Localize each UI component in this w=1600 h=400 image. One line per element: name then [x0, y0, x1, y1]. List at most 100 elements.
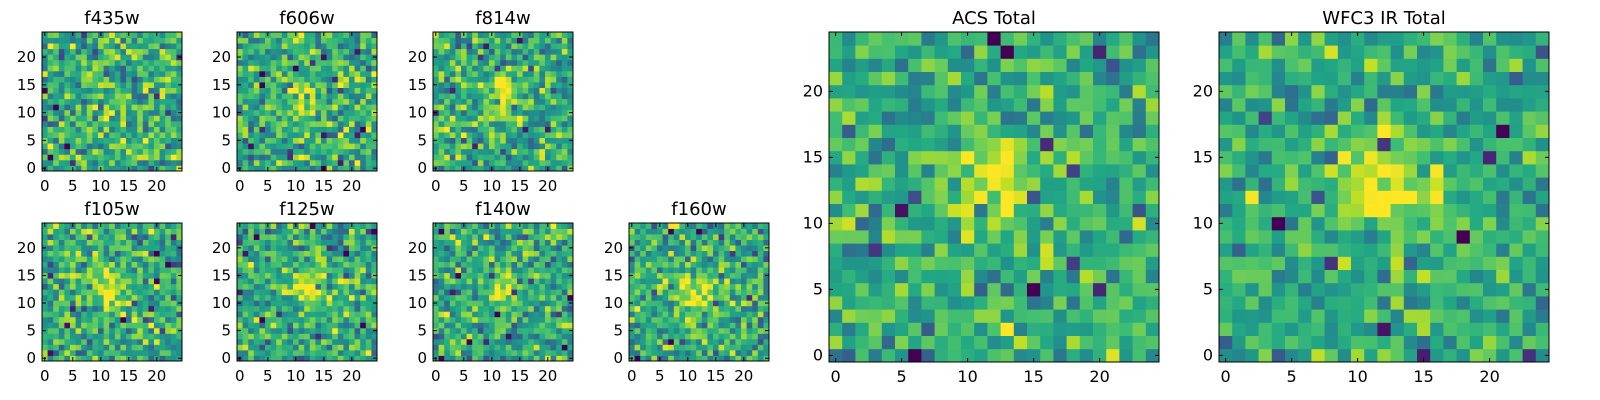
heatmap-cell — [690, 327, 697, 334]
heatmap-cell — [237, 311, 243, 318]
heatmap-cell — [934, 269, 949, 284]
heatmap-cell — [934, 243, 949, 257]
heatmap-cell — [668, 283, 675, 290]
heatmap-cell — [881, 309, 896, 323]
heatmap-cell — [53, 289, 60, 296]
heatmap-cell — [309, 32, 316, 38]
heatmap-cell — [176, 316, 183, 323]
heatmap-cell — [517, 132, 523, 139]
heatmap-cell — [662, 311, 669, 318]
heatmap-cell — [109, 327, 116, 334]
heatmap-cell — [253, 267, 260, 274]
heatmap-cell — [517, 137, 523, 144]
heatmap-cell — [64, 267, 71, 274]
heatmap-cell — [528, 316, 535, 323]
heatmap-cell — [98, 98, 104, 105]
heatmap-cell — [895, 190, 909, 204]
heatmap-cell — [137, 305, 144, 312]
heatmap-cell — [433, 344, 439, 351]
heatmap-cell — [265, 98, 271, 105]
heatmap-cell — [696, 245, 703, 251]
heatmap-cell — [64, 322, 71, 329]
heatmap-cell — [438, 256, 445, 263]
heatmap-cell — [713, 338, 719, 345]
heatmap-cell — [662, 338, 669, 345]
heatmap-cell — [365, 278, 372, 285]
heatmap-cell — [293, 234, 299, 240]
heatmap-cell — [298, 256, 305, 263]
heatmap-cell — [281, 278, 288, 285]
heatmap-cell — [483, 355, 490, 362]
heatmap-cell — [511, 234, 518, 240]
heatmap-cell — [668, 223, 675, 229]
heatmap-cell — [472, 239, 479, 246]
heatmap-cell — [433, 43, 439, 50]
heatmap-cell — [472, 272, 479, 279]
heatmap-cell — [438, 148, 445, 155]
heatmap-cell — [148, 132, 155, 139]
heatmap-cell — [438, 48, 445, 55]
heatmap-cell — [242, 278, 249, 285]
heatmap-cell — [281, 37, 288, 44]
heatmap-cell — [81, 37, 88, 44]
heatmap-cell — [326, 223, 333, 229]
heatmap-cell — [528, 349, 535, 356]
heatmap-cell — [701, 294, 708, 301]
heatmap-cell — [287, 82, 294, 88]
heatmap-cell — [651, 256, 658, 263]
heatmap-cell — [567, 228, 574, 235]
heatmap-cell — [253, 143, 260, 150]
heatmap-cell — [561, 87, 568, 94]
heatmap-cell — [47, 126, 54, 133]
heatmap-cell — [1000, 164, 1015, 178]
heatmap-cell — [360, 294, 367, 301]
heatmap-cell — [1027, 203, 1041, 218]
heatmap-cell — [304, 148, 311, 155]
heatmap-cell — [304, 132, 311, 139]
heatmap-cell — [298, 115, 305, 122]
heatmap-cell — [137, 327, 144, 334]
heatmap-cell — [489, 93, 495, 100]
heatmap-cell — [75, 338, 82, 345]
heatmap-cell — [685, 338, 691, 345]
heatmap-cell — [298, 223, 305, 229]
heatmap-cell — [511, 256, 518, 263]
heatmap-cell — [500, 76, 507, 83]
heatmap-cell — [466, 239, 473, 246]
heatmap-cell — [332, 256, 339, 263]
heatmap-cell — [567, 316, 574, 323]
heatmap-cell — [253, 76, 260, 83]
heatmap-cell — [270, 65, 277, 72]
heatmap-cell — [511, 59, 518, 66]
heatmap-cell — [449, 355, 456, 362]
heatmap-cell — [281, 159, 288, 166]
heatmap-cell — [92, 159, 99, 166]
heatmap-cell — [567, 120, 574, 127]
heatmap-cell — [170, 165, 177, 172]
heatmap-cell — [109, 98, 116, 105]
heatmap-cell — [75, 327, 82, 334]
heatmap-cell — [131, 261, 138, 268]
heatmap-cell — [159, 283, 166, 290]
heatmap-cell — [98, 143, 104, 150]
heatmap-cell — [165, 76, 172, 83]
heatmap-cell — [472, 278, 479, 285]
heatmap-cell — [159, 143, 166, 150]
x-tick-label: 20 — [538, 367, 557, 385]
heatmap-cell — [248, 333, 255, 340]
heatmap-cell — [528, 115, 535, 122]
heatmap-cell — [449, 239, 456, 246]
heatmap-cell — [170, 327, 177, 334]
heatmap-cell — [81, 43, 88, 50]
heatmap-cell — [142, 344, 149, 351]
heatmap-cell — [1040, 348, 1054, 363]
heatmap-cell — [500, 137, 507, 144]
heatmap-cell — [539, 104, 546, 111]
heatmap-cell — [500, 109, 507, 116]
heatmap-cell — [724, 311, 731, 318]
heatmap-cell — [500, 87, 507, 94]
heatmap-cell — [881, 243, 896, 257]
x-tick-label: 10 — [482, 367, 501, 385]
heatmap-cell — [505, 48, 512, 55]
